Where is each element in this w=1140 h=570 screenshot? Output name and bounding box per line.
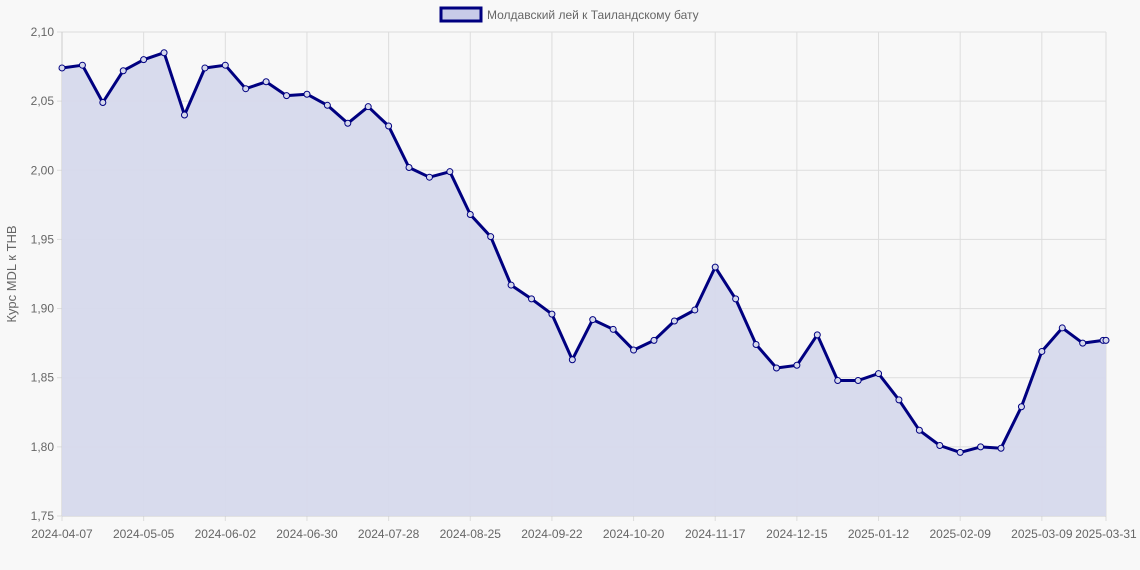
data-point [813, 331, 821, 339]
data-point [752, 341, 760, 349]
data-point [242, 85, 250, 93]
data-point [1102, 336, 1110, 344]
y-tick-label: 2,05 [31, 94, 55, 108]
x-tick-label: 2024-09-22 [521, 527, 583, 541]
y-tick-label: 1,85 [31, 371, 55, 385]
data-point [405, 164, 413, 172]
data-point [956, 448, 964, 456]
data-point [895, 396, 903, 404]
data-point [528, 295, 536, 303]
y-tick-label: 1,75 [31, 509, 55, 523]
x-tick-label: 2024-12-15 [766, 527, 828, 541]
data-point [58, 64, 66, 72]
y-tick-label: 1,80 [31, 440, 55, 454]
legend-label[interactable]: Молдавский лей к Таиландскому бату [487, 8, 699, 22]
data-point [283, 92, 291, 100]
legend[interactable]: Молдавский лей к Таиландскому бату [439, 6, 699, 23]
data-point [364, 103, 372, 111]
data-point [221, 61, 229, 69]
data-point [323, 101, 331, 109]
data-point [180, 111, 188, 119]
data-point [160, 49, 168, 57]
y-axis-title: Курс MDL к THB [4, 225, 19, 322]
data-point [140, 56, 148, 64]
data-point [691, 306, 699, 314]
data-point [466, 211, 474, 219]
data-point [875, 370, 883, 378]
series-points [58, 49, 1110, 456]
x-tick-label: 2024-06-02 [195, 527, 257, 541]
data-point [650, 336, 658, 344]
data-point [936, 441, 944, 449]
data-point [1058, 324, 1066, 332]
x-tick-label: 2024-10-20 [603, 527, 665, 541]
data-point [446, 168, 454, 176]
data-point [303, 90, 311, 98]
data-point [977, 443, 985, 451]
data-point [78, 61, 86, 69]
y-tick-label: 1,90 [31, 302, 55, 316]
x-tick-label: 2024-04-07 [31, 527, 93, 541]
x-tick-label: 2024-07-28 [358, 527, 420, 541]
data-point [487, 233, 495, 241]
data-point [262, 78, 270, 86]
data-point [1017, 403, 1025, 411]
x-tick-label: 2025-03-31 [1075, 527, 1137, 541]
data-point [385, 122, 393, 130]
series-area-fill [62, 52, 1106, 516]
data-point [834, 376, 842, 384]
data-point [548, 310, 556, 318]
data-point [711, 263, 719, 271]
y-tick-label: 2,10 [31, 25, 55, 39]
x-tick-label: 2024-08-25 [440, 527, 502, 541]
data-point [201, 64, 209, 72]
y-tick-label: 1,95 [31, 232, 55, 246]
data-point [630, 346, 638, 354]
data-point [507, 281, 515, 289]
data-point [99, 99, 107, 107]
data-point [997, 444, 1005, 452]
x-tick-label: 2024-06-30 [276, 527, 338, 541]
data-point [609, 325, 617, 333]
data-point [1038, 347, 1046, 355]
y-axis-tick-labels: 1,75 1,80 1,85 1,90 1,95 2,00 2,05 2,10 [31, 25, 55, 523]
data-point [793, 361, 801, 369]
legend-swatch[interactable] [439, 6, 483, 23]
data-point [915, 426, 923, 434]
data-point [119, 67, 127, 75]
data-point [670, 317, 678, 325]
x-tick-label: 2025-01-12 [848, 527, 910, 541]
x-axis-tick-labels: 2024-04-07 2024-05-05 2024-06-02 2024-06-30… [31, 527, 1137, 541]
x-tick-label: 2025-02-09 [929, 527, 991, 541]
data-point [425, 173, 433, 181]
data-point [1079, 339, 1087, 347]
data-point [568, 356, 576, 364]
y-tick-label: 2,00 [31, 163, 55, 177]
data-point [589, 316, 597, 324]
data-point [732, 295, 740, 303]
data-point [344, 119, 352, 127]
x-tick-label: 2024-05-05 [113, 527, 175, 541]
x-tick-label: 2024-11-17 [685, 527, 746, 541]
x-tick-label: 2025-03-09 [1011, 527, 1073, 541]
data-point [854, 376, 862, 384]
data-point [772, 364, 780, 372]
